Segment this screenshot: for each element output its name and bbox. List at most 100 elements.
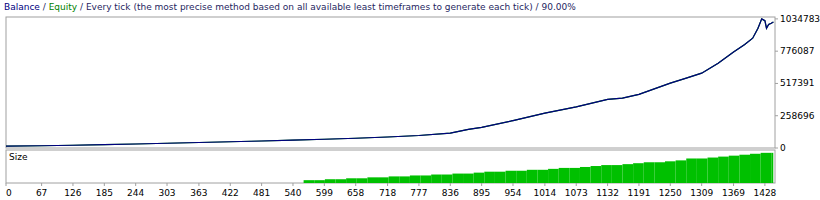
y-tick-label: 0	[780, 143, 786, 153]
x-tick	[418, 183, 419, 186]
size-bar	[750, 154, 761, 183]
size-bar	[463, 174, 474, 183]
size-bar	[771, 153, 773, 183]
size-bar	[580, 167, 591, 183]
header: Balance / Equity / Every tick (the most …	[4, 2, 576, 12]
x-tick-label: 244	[127, 188, 144, 198]
size-bar	[708, 158, 719, 183]
x-tick	[607, 183, 608, 186]
x-tick	[576, 183, 577, 186]
y-tick-label: 258696	[780, 111, 815, 121]
y-tick	[775, 51, 778, 52]
size-bar	[654, 162, 665, 183]
x-tick	[41, 183, 42, 186]
x-tick	[733, 183, 734, 186]
subtitle: Every tick (the most precise method base…	[86, 2, 576, 12]
size-bar	[516, 171, 527, 183]
x-tick-label: 1309	[690, 188, 713, 198]
x-tick	[230, 183, 231, 186]
x-tick-label: 777	[410, 188, 427, 198]
x-tick-label: 599	[316, 188, 333, 198]
size-bar	[314, 180, 325, 183]
x-tick	[387, 183, 388, 186]
size-bar	[399, 176, 410, 183]
x-tick	[544, 183, 545, 186]
x-tick-label: 185	[96, 188, 113, 198]
size-bar	[665, 161, 676, 183]
x-tick-label: 126	[64, 188, 81, 198]
x-tick-label: 1073	[565, 188, 588, 198]
x-tick	[6, 183, 7, 186]
x-tick-label: 658	[347, 188, 364, 198]
x-tick-label: 954	[504, 188, 521, 198]
x-tick-label: 1428	[753, 188, 776, 198]
plot-frame	[6, 150, 775, 183]
x-tick	[292, 183, 293, 186]
x-tick	[104, 183, 105, 186]
size-bar	[622, 164, 633, 183]
series-line	[6, 19, 773, 146]
x-tick	[324, 183, 325, 186]
x-tick-label: 836	[442, 188, 459, 198]
size-bar	[697, 158, 708, 183]
x-tick	[135, 183, 136, 186]
size-bar	[378, 177, 389, 183]
y-tick-label: 517391	[780, 78, 814, 88]
x-tick	[72, 183, 73, 186]
size-bar	[410, 175, 421, 183]
plot-area	[6, 19, 773, 146]
size-bar	[452, 174, 463, 183]
series-line	[6, 19, 773, 146]
y-tick	[775, 18, 778, 19]
size-bar	[559, 168, 570, 183]
x-tick	[670, 183, 671, 186]
size-bar	[633, 163, 644, 183]
x-tick-label: 481	[253, 188, 270, 198]
size-bar	[389, 176, 400, 183]
legend-entry: Balance	[4, 2, 40, 12]
x-tick-label: 1369	[722, 188, 745, 198]
x-tick	[481, 183, 482, 186]
x-tick	[701, 183, 702, 186]
size-bar	[335, 179, 346, 183]
x-tick-label: 1250	[659, 188, 682, 198]
panel-title: Size	[9, 152, 28, 162]
x-tick	[198, 183, 199, 186]
size-bar	[325, 179, 336, 183]
x-tick-label: 895	[473, 188, 490, 198]
size-bar	[527, 170, 538, 183]
size-bar	[548, 169, 559, 183]
size-bar	[421, 175, 432, 183]
x-tick	[261, 183, 262, 186]
size-bar	[367, 177, 378, 183]
separator: /	[40, 2, 49, 12]
x-tick	[638, 183, 639, 186]
x-tick-label: 718	[379, 188, 396, 198]
x-tick-label: 1132	[596, 188, 619, 198]
size-bar	[676, 160, 687, 183]
plot-frame	[6, 17, 775, 148]
x-tick	[450, 183, 451, 186]
x-tick-label: 540	[284, 188, 301, 198]
y-tick-label: 776087	[780, 46, 814, 56]
size-bar	[495, 172, 506, 183]
x-tick	[764, 183, 765, 186]
x-tick	[167, 183, 168, 186]
size-bar	[442, 175, 453, 183]
x-tick-label: 0	[6, 188, 12, 198]
size-bar	[601, 165, 612, 183]
size-bar	[739, 155, 750, 183]
x-tick-label: 1191	[627, 188, 650, 198]
size-bar	[537, 170, 548, 183]
y-tick	[775, 148, 778, 149]
size-bar	[591, 166, 602, 183]
size-bar	[346, 178, 357, 183]
size-bar	[431, 175, 442, 183]
y-tick	[775, 83, 778, 84]
x-tick-label: 363	[190, 188, 207, 198]
size-bar	[612, 165, 623, 183]
x-tick-label: 422	[222, 188, 239, 198]
x-tick	[355, 183, 356, 186]
size-bar	[506, 171, 517, 183]
size-bar	[644, 162, 655, 183]
